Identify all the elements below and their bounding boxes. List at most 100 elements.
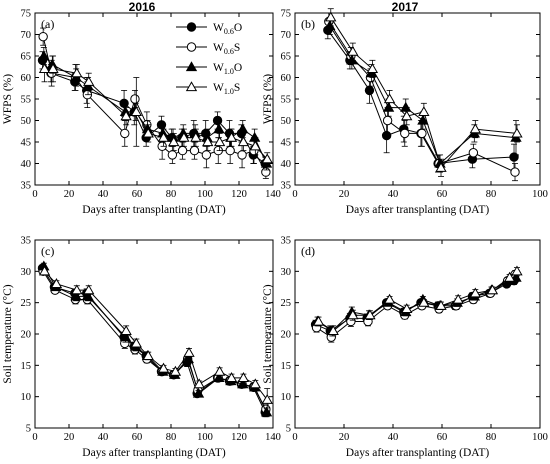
plot-frame bbox=[294, 12, 541, 186]
data-point bbox=[225, 145, 235, 156]
y-tick-label: 55 bbox=[21, 95, 32, 106]
y-tick-label: 40 bbox=[21, 159, 32, 170]
y-tick-label: 45 bbox=[281, 138, 292, 149]
x-tick-label: 20 bbox=[339, 189, 350, 200]
legend-label: W0.6O bbox=[213, 22, 242, 36]
data-point bbox=[324, 20, 336, 30]
x-tick-label: 80 bbox=[166, 189, 177, 200]
data-point bbox=[38, 50, 50, 61]
data-point bbox=[167, 150, 178, 160]
y-tick-label: 25 bbox=[281, 298, 292, 309]
data-point bbox=[249, 378, 261, 389]
data-point bbox=[201, 150, 212, 160]
data-point bbox=[83, 284, 95, 295]
legend-item-W10S: W1.0S bbox=[176, 81, 240, 96]
legend-label-base: W bbox=[213, 82, 224, 94]
series-line bbox=[328, 21, 516, 173]
x-tick-label: 60 bbox=[132, 432, 143, 443]
data-point bbox=[82, 290, 94, 301]
series-W10O bbox=[38, 260, 273, 418]
data-point bbox=[260, 406, 273, 417]
data-point bbox=[70, 290, 82, 301]
data-point bbox=[177, 145, 188, 156]
y-tick-label: 5 bbox=[286, 424, 291, 435]
data-point bbox=[157, 362, 170, 373]
x-tick-label: 0 bbox=[292, 432, 297, 443]
data-point bbox=[383, 293, 396, 304]
series-W10O bbox=[324, 16, 522, 173]
y-tick-label: 70 bbox=[281, 30, 292, 41]
y-tick-label: 25 bbox=[21, 298, 32, 309]
series-line bbox=[329, 25, 517, 165]
legend-label: W0.6S bbox=[213, 42, 240, 56]
x-axis-label: Days after transplanting (DAT) bbox=[82, 447, 226, 459]
x-tick-label: 0 bbox=[32, 432, 37, 443]
panel-label: (b) bbox=[301, 17, 315, 31]
x-tick-label: 20 bbox=[64, 432, 75, 443]
y-tick-label: 30 bbox=[281, 267, 292, 278]
data-point bbox=[261, 153, 273, 164]
legend-label-base: W bbox=[213, 22, 224, 34]
x-axis-label: Days after transplanting (DAT) bbox=[82, 204, 226, 216]
data-point bbox=[83, 75, 95, 86]
data-point bbox=[486, 284, 499, 295]
data-point bbox=[435, 161, 447, 172]
data-point bbox=[193, 378, 205, 389]
data-point bbox=[382, 115, 393, 126]
data-point bbox=[346, 54, 358, 65]
y-tick-label: 50 bbox=[281, 116, 292, 127]
panel-label: (a) bbox=[41, 17, 54, 31]
data-point bbox=[202, 136, 214, 147]
x-tick-label: 100 bbox=[197, 432, 213, 443]
x-tick-label: 60 bbox=[437, 432, 448, 443]
legend-marker bbox=[186, 42, 197, 52]
series-W06S bbox=[311, 269, 520, 343]
series-line bbox=[43, 266, 267, 413]
y-tick-label: 35 bbox=[281, 236, 292, 247]
data-point bbox=[452, 293, 464, 304]
y-tick-label: 45 bbox=[21, 138, 32, 149]
data-point bbox=[142, 127, 154, 138]
data-point bbox=[469, 287, 481, 298]
data-point bbox=[325, 11, 337, 22]
y-tick-label: 10 bbox=[21, 392, 32, 403]
data-point bbox=[213, 136, 226, 147]
x-tick-label: 140 bbox=[265, 432, 281, 443]
x-tick-label: 60 bbox=[132, 189, 143, 200]
data-point bbox=[418, 296, 430, 307]
data-point bbox=[130, 106, 142, 116]
x-tick-label: 140 bbox=[265, 189, 281, 200]
data-point bbox=[225, 372, 238, 382]
data-point bbox=[237, 136, 250, 147]
data-point bbox=[503, 271, 516, 282]
x-tick-label: 20 bbox=[64, 189, 75, 200]
plot-frame bbox=[34, 12, 274, 186]
x-tick-label: 0 bbox=[292, 189, 297, 200]
data-point bbox=[400, 128, 410, 139]
data-point bbox=[435, 299, 447, 310]
legend-label-suffix: S bbox=[234, 82, 240, 94]
y-tick-label: 15 bbox=[21, 361, 32, 372]
series-W06S bbox=[324, 12, 520, 182]
data-point bbox=[225, 131, 238, 142]
legend-marker bbox=[185, 81, 198, 92]
data-point bbox=[119, 331, 132, 342]
x-tick-label: 100 bbox=[532, 189, 548, 200]
data-point bbox=[347, 309, 359, 320]
y-tick-label: 65 bbox=[281, 52, 292, 63]
data-point bbox=[249, 140, 261, 151]
data-point bbox=[418, 106, 430, 116]
data-point bbox=[364, 309, 376, 320]
data-point bbox=[189, 145, 200, 156]
y-tick-label: 15 bbox=[281, 361, 292, 372]
y-tick-label: 75 bbox=[281, 9, 292, 20]
data-point bbox=[401, 303, 413, 314]
data-point bbox=[190, 131, 202, 142]
y-axis-label: WFPS (%) bbox=[262, 74, 274, 124]
legend-marker bbox=[186, 22, 197, 32]
panel-label: (c) bbox=[41, 244, 54, 258]
data-point bbox=[213, 123, 225, 134]
x-tick-label: 80 bbox=[486, 189, 497, 200]
data-point bbox=[38, 63, 51, 73]
